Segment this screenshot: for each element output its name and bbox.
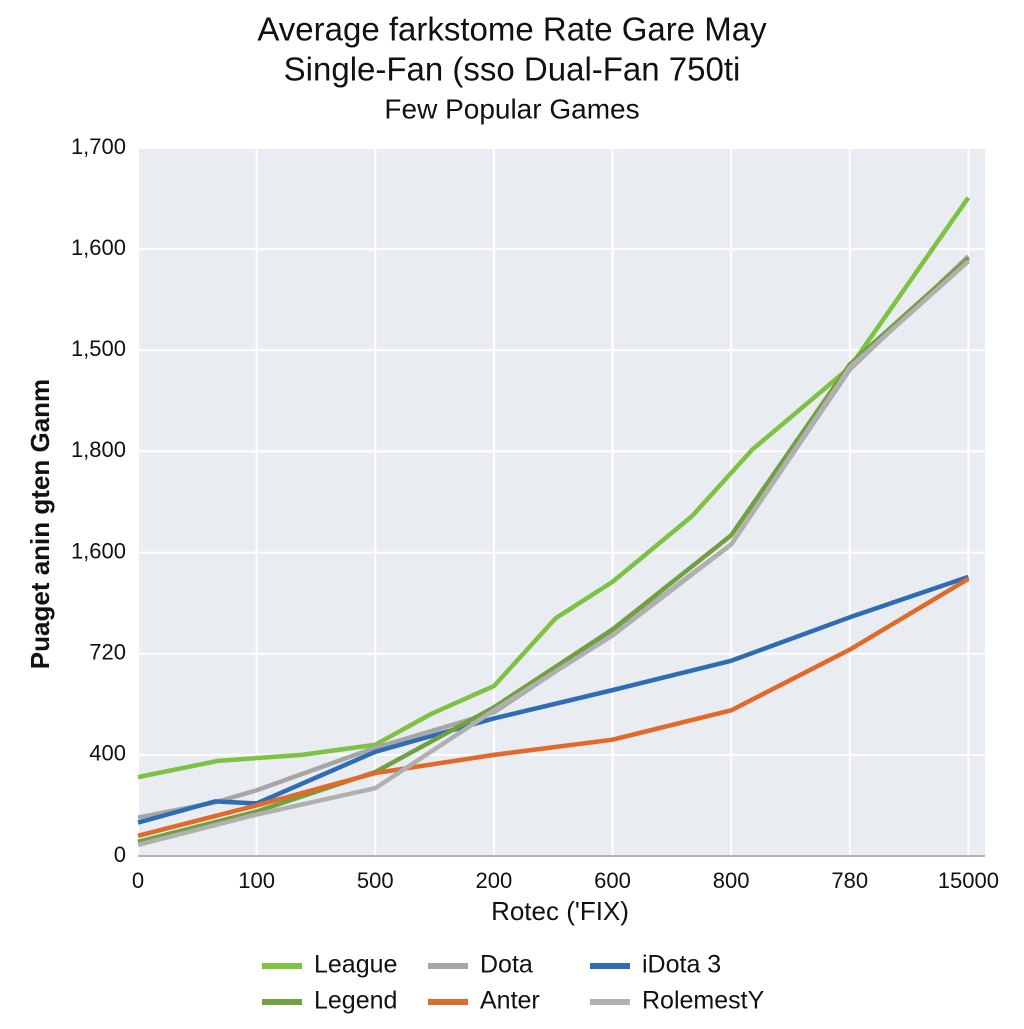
y-tick-label: 1,500 (71, 336, 126, 361)
x-tick-label: 800 (713, 868, 750, 893)
x-tick-label: 500 (357, 868, 394, 893)
chart-title: Average farkstome Rate Gare May (257, 11, 767, 48)
series-line (137, 196, 971, 780)
lines (137, 196, 971, 848)
x-tick-label: 600 (594, 868, 631, 893)
x-tick-label: 0 (132, 868, 144, 893)
y-tick-label: 0 (114, 842, 126, 867)
legend-label: League (314, 951, 397, 979)
x-tick-label: 100 (238, 868, 275, 893)
series-line (137, 574, 970, 825)
x-tick-label: 780 (831, 868, 868, 893)
y-tick-label: 1,700 (71, 134, 126, 159)
y-tick-label: 1,600 (71, 235, 126, 260)
y-tick-label: 1,800 (71, 437, 126, 462)
legend-label: iDota 3 (642, 951, 721, 979)
legend-label: RolemestY (642, 987, 765, 1015)
plot-area (138, 148, 985, 856)
series-line (137, 259, 970, 848)
y-axis-label: Puaget anin gten Ganm (25, 379, 55, 669)
legend-label: Anter (480, 987, 540, 1015)
legend-label: Legend (314, 987, 397, 1015)
x-tick-label: 15000 (938, 868, 999, 893)
grid: 0 400 720 1,600 1,800 1,500 1,600 1,700 0 100 500 2… (71, 134, 999, 893)
y-tick-label: 400 (89, 741, 126, 766)
y-tick-label: 720 (89, 640, 126, 665)
x-axis-label: Rotec ('FIX) (491, 896, 629, 926)
legend: League Dota iDota 3 Legend Anter RolemestY (262, 951, 765, 1015)
series-line (137, 576, 970, 838)
x-tick-label: 200 (476, 868, 513, 893)
chart-subtitle: Single-Fan (sso Dual-Fan 750ti (284, 51, 741, 88)
series-line (137, 256, 970, 845)
chart-annotation: Few Popular Games (384, 93, 639, 124)
y-tick-label: 1,600 (71, 538, 126, 563)
legend-label: Dota (480, 951, 533, 979)
